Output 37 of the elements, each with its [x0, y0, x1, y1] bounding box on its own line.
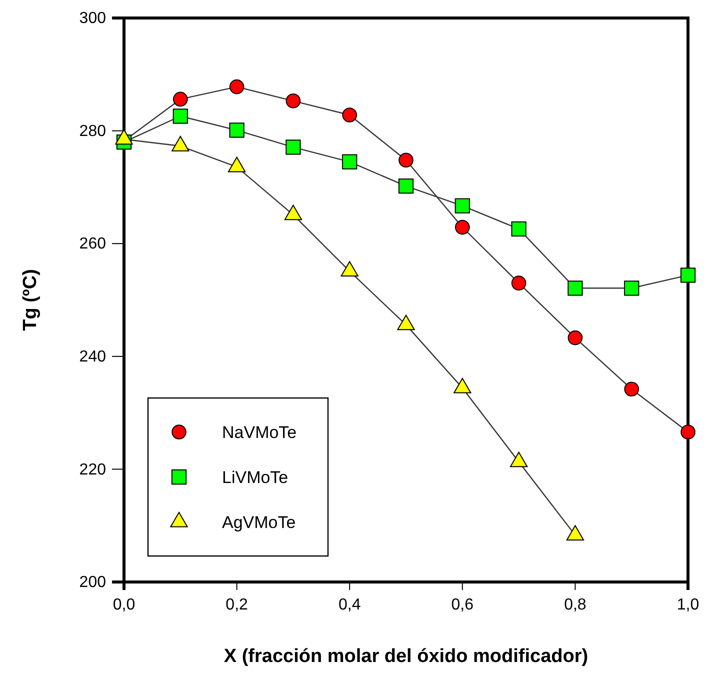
point [398, 178, 414, 194]
legend-label: LiVMoTe [222, 468, 288, 487]
point [172, 108, 188, 124]
point [398, 152, 414, 168]
point [454, 198, 470, 214]
x-tick-label: 1,0 [676, 596, 700, 614]
legend-label: AgVMoTe [222, 513, 296, 532]
x-axis-title: X (fracción molar del óxido modificador) [224, 646, 588, 667]
point [342, 108, 358, 122]
y-tick-label: 300 [79, 10, 106, 28]
point [624, 280, 640, 296]
point [454, 220, 470, 235]
point [229, 79, 244, 94]
point [511, 276, 526, 290]
point [172, 92, 188, 107]
y-tick-label: 240 [79, 348, 106, 366]
point [568, 280, 583, 296]
x-tick-label: 0,6 [451, 596, 474, 614]
point [286, 94, 301, 108]
x-tick-label: 0,2 [226, 596, 248, 614]
legend-label: NaVMoTe [222, 423, 297, 442]
x-tick-label: 0,0 [112, 596, 136, 614]
y-tick-label: 200 [79, 574, 106, 592]
y-axis-title: Tg (ºC) [20, 269, 41, 331]
x-tick-label: 0,4 [338, 596, 361, 614]
y-tick-label: 280 [79, 122, 106, 140]
y-tick-label: 260 [79, 236, 106, 253]
point [568, 330, 583, 346]
point [286, 140, 301, 155]
point [229, 122, 244, 138]
x-tick-label: 0,8 [564, 596, 586, 614]
point [680, 424, 696, 440]
point [624, 382, 640, 397]
y-tick-label: 220 [79, 461, 106, 478]
point [342, 154, 358, 170]
point [680, 268, 696, 283]
point [511, 221, 526, 237]
